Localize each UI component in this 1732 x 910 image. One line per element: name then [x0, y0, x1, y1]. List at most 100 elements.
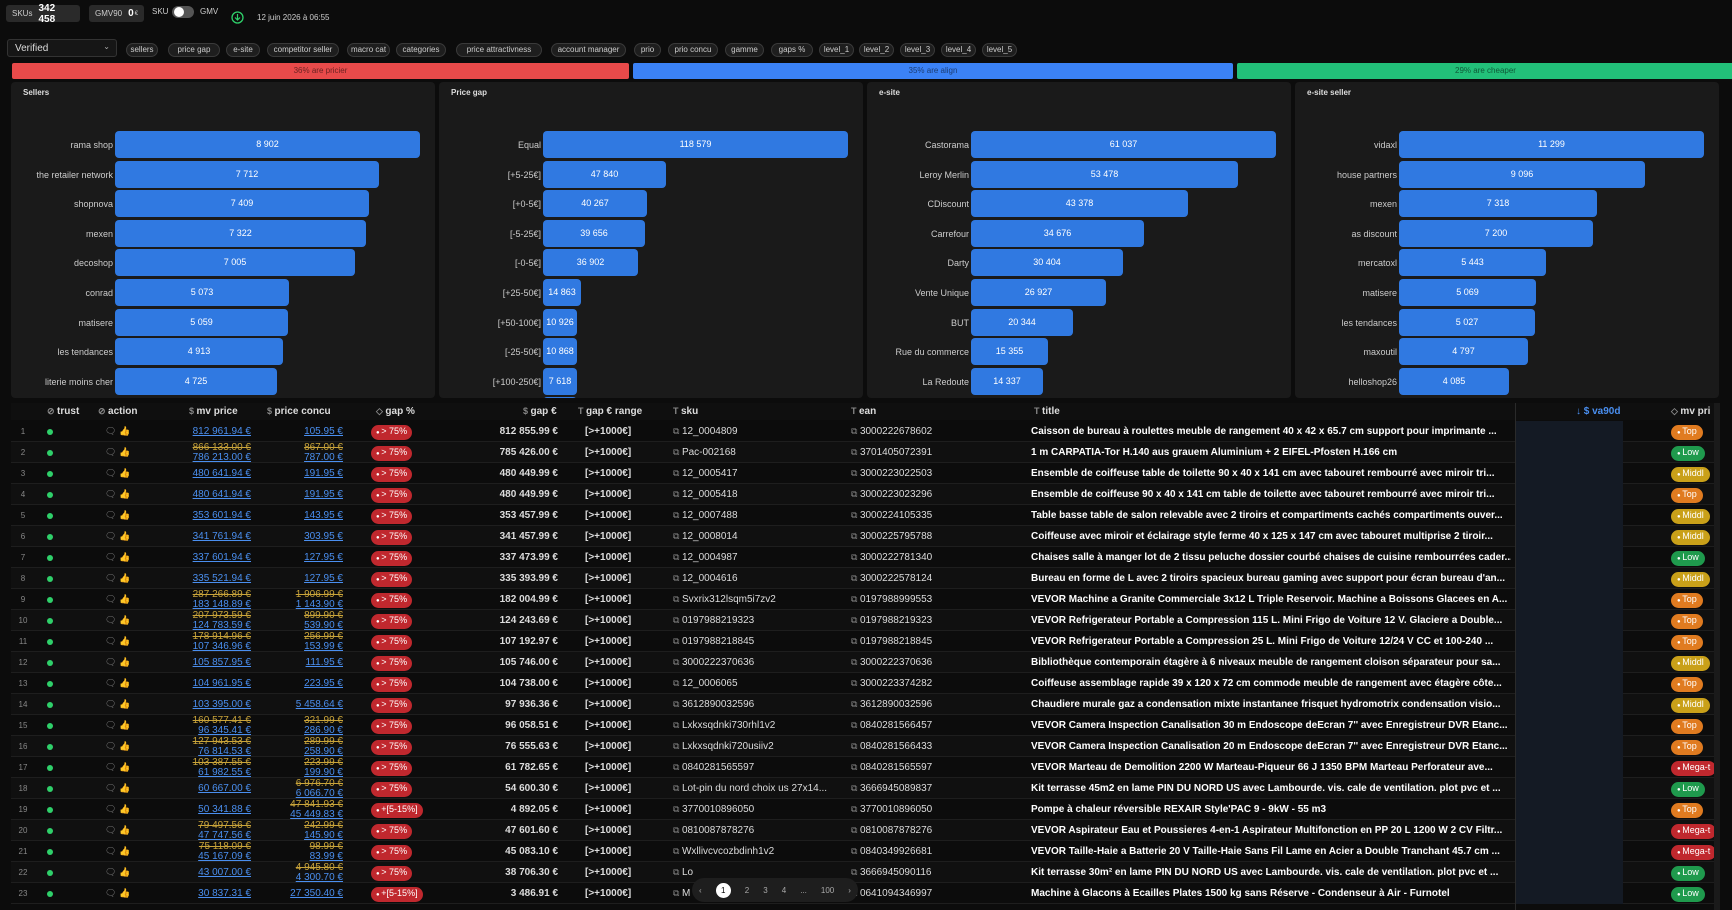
thumbs-up-icon[interactable]: 👍	[119, 573, 131, 583]
bar[interactable]: 14 337	[971, 367, 1043, 395]
mv-price-cell[interactable]: 480 641.94 €	[151, 484, 251, 505]
copy-icon[interactable]: ⧉	[851, 615, 860, 625]
price-concu-cell[interactable]: 4 945.80 €4 300.70 €	[251, 862, 343, 883]
table-row[interactable]: 6 🗨 👍 341 761.94 € 303.95 € ● > 75% 341 457.9…	[11, 526, 1720, 547]
concu-price[interactable]: 105.95 €	[304, 426, 343, 437]
sku-cell[interactable]: ⧉ 0840281565597	[673, 762, 755, 773]
thumbs-up-icon[interactable]: 👍	[119, 699, 131, 709]
sku-cell[interactable]: ⧉ 0810087878276	[673, 825, 755, 836]
copy-icon[interactable]: ⧉	[851, 426, 860, 436]
mv-price-cell[interactable]: 207 973.59 €124 783.59 €	[151, 610, 251, 631]
bar[interactable]: 4 797	[1399, 338, 1528, 366]
copy-icon[interactable]: ⧉	[673, 846, 682, 856]
table-row[interactable]: 10 🗨 👍 207 973.59 €124 783.59 €899.90 €539…	[11, 610, 1720, 631]
thumbs-up-icon[interactable]: 👍	[119, 762, 131, 772]
title-cell[interactable]: VEVOR Refrigerateur Portable a Compressi…	[1031, 636, 1494, 647]
concu-price[interactable]: 127.95 €	[304, 573, 343, 584]
table-row[interactable]: 18 🗨 👍 60 667.00 €6 976.70 €6 066.70 € ● > …	[11, 778, 1720, 799]
title-cell[interactable]: VEVOR Camera Inspection Canalisation 30 …	[1031, 720, 1508, 731]
bar[interactable]: 39 656	[543, 219, 645, 247]
mv-price-cell[interactable]: 178 914.96 €107 346.96 €	[151, 631, 251, 652]
sku-cell[interactable]: ⧉ Pac-002168	[673, 447, 736, 458]
page-100[interactable]: 100	[820, 885, 835, 895]
copy-icon[interactable]: ⧉	[851, 783, 860, 793]
mv-price[interactable]: 341 761.94 €	[192, 531, 251, 542]
bar-row[interactable]: les tendances 5 027	[1295, 308, 1719, 337]
bar-row[interactable]: La Redoute 14 337	[867, 367, 1291, 396]
title-cell[interactable]: Ensemble de coiffeuse 90 x 40 x 141 cm t…	[1031, 489, 1495, 500]
price-concu-cell[interactable]: 223.99 €199.90 €	[251, 757, 343, 778]
ean-cell[interactable]: ⧉ 0197988218845	[851, 636, 933, 647]
ean-cell[interactable]: ⧉ 0197988219323	[851, 615, 933, 626]
mv-price[interactable]: 104 961.95 €	[192, 678, 251, 689]
thumbs-up-icon[interactable]: 👍	[119, 426, 131, 436]
table-row[interactable]: 11 🗨 👍 178 914.96 €107 346.96 €256.99 €153…	[11, 631, 1720, 652]
title-cell[interactable]: VEVOR Camera Inspection Canalisation 20 …	[1031, 741, 1508, 752]
thumbs-up-icon[interactable]: 👍	[119, 531, 131, 541]
bar-row[interactable]: maxoutil 4 797	[1295, 337, 1719, 366]
bar-row[interactable]: mercatoxl 5 443	[1295, 248, 1719, 277]
concu-price[interactable]: 111.95 €	[305, 657, 343, 668]
thumbs-up-icon[interactable]: 👍	[119, 678, 131, 688]
bar-row[interactable]: [-5-25€] 39 656	[439, 219, 863, 248]
bar-row[interactable]: Rue du commerce 15 355	[867, 337, 1291, 366]
mv-price[interactable]: 812 961.94 €	[192, 426, 251, 437]
vertical-scrollbar[interactable]	[1714, 403, 1720, 910]
table-row[interactable]: 19 🗨 👍 50 341.88 €47 841.93 €45 449.83 € ● …	[11, 799, 1720, 820]
mv-price[interactable]: 76 814.53 €	[198, 746, 251, 757]
col-gap-pct[interactable]: ◇ gap %	[376, 406, 415, 417]
ean-cell[interactable]: ⧉ 3000222781340	[851, 552, 933, 563]
comment-icon[interactable]: 🗨	[105, 867, 117, 877]
bar-row[interactable]: [+5-25€] 47 840	[439, 160, 863, 189]
sku-cell[interactable]: ⧉ M	[673, 888, 691, 899]
bar[interactable]: 5 027	[1399, 308, 1535, 336]
bar[interactable]: 5 059	[115, 308, 288, 336]
mv-price-cell[interactable]: 104 961.95 €	[151, 673, 251, 694]
comment-icon[interactable]: 🗨	[105, 552, 117, 562]
copy-icon[interactable]: ⧉	[673, 636, 682, 646]
bar-row[interactable]: les tendances 4 913	[11, 337, 435, 366]
pill-e-site[interactable]: e-site	[226, 43, 260, 57]
price-concu-cell[interactable]: 303.95 €	[251, 526, 343, 547]
bar-row[interactable]: [+100-250€] 7 618	[439, 367, 863, 396]
bar[interactable]: 43 378	[971, 190, 1188, 218]
ean-cell[interactable]: ⧉ 0840349926681	[851, 846, 933, 857]
bar-row[interactable]: conrad 5 073	[11, 278, 435, 307]
comment-icon[interactable]: 🗨	[105, 888, 117, 898]
comment-icon[interactable]: 🗨	[105, 594, 117, 604]
comment-icon[interactable]: 🗨	[105, 762, 117, 772]
pill-gamme[interactable]: gamme	[725, 43, 764, 57]
copy-icon[interactable]: ⧉	[851, 762, 860, 772]
price-concu-cell[interactable]: 242.99 €145.90 €	[251, 820, 343, 841]
mv-price[interactable]: 337 601.94 €	[192, 552, 251, 563]
comment-icon[interactable]: 🗨	[105, 825, 117, 835]
bar-row[interactable]: Castorama 61 037	[867, 130, 1291, 159]
title-cell[interactable]: 1 m CARPATIA-Tor H.140 aus grauem Alumin…	[1031, 447, 1398, 458]
title-cell[interactable]: Kit terrasse 45m2 en lame PIN DU NORD US…	[1031, 783, 1501, 794]
table-row[interactable]: 9 🗨 👍 287 266.89 €183 148.89 €1 906.99 €1 …	[11, 589, 1720, 610]
mv-price[interactable]: 107 346.96 €	[192, 641, 251, 652]
comment-icon[interactable]: 🗨	[105, 678, 117, 688]
sku-gmv-toggle[interactable]	[172, 6, 194, 18]
price-concu-cell[interactable]: 867.00 €787.00 €	[251, 442, 343, 463]
copy-icon[interactable]: ⧉	[851, 825, 860, 835]
segment-2[interactable]: 29% are cheaper	[1237, 63, 1732, 79]
bar-row[interactable]: vidaxl 11 299	[1295, 130, 1719, 159]
concu-price[interactable]: 539.90 €	[304, 620, 343, 631]
mv-price-cell[interactable]: 337 601.94 €	[151, 547, 251, 568]
col-action[interactable]: ⊘ action	[98, 406, 138, 417]
download-icon[interactable]	[231, 11, 244, 24]
copy-icon[interactable]: ⧉	[673, 552, 682, 562]
bar[interactable]: 14 863	[543, 279, 581, 306]
bar-row[interactable]: Carrefour 34 676	[867, 219, 1291, 248]
table-row[interactable]: 21 🗨 👍 75 118.09 €45 167.09 €98.99 €83.99 …	[11, 841, 1720, 862]
table-row[interactable]: 13 🗨 👍 104 961.95 € 223.95 € ● > 75% 104 738.…	[11, 673, 1720, 694]
ean-cell[interactable]: ⧉ 3000222678602	[851, 426, 933, 437]
price-concu-cell[interactable]: 899.90 €539.90 €	[251, 610, 343, 631]
comment-icon[interactable]: 🗨	[105, 573, 117, 583]
sku-cell[interactable]: ⧉ 12_0007488	[673, 510, 738, 521]
copy-icon[interactable]: ⧉	[851, 636, 860, 646]
copy-icon[interactable]: ⧉	[673, 468, 682, 478]
thumbs-up-icon[interactable]: 👍	[119, 867, 131, 877]
thumbs-up-icon[interactable]: 👍	[119, 552, 131, 562]
